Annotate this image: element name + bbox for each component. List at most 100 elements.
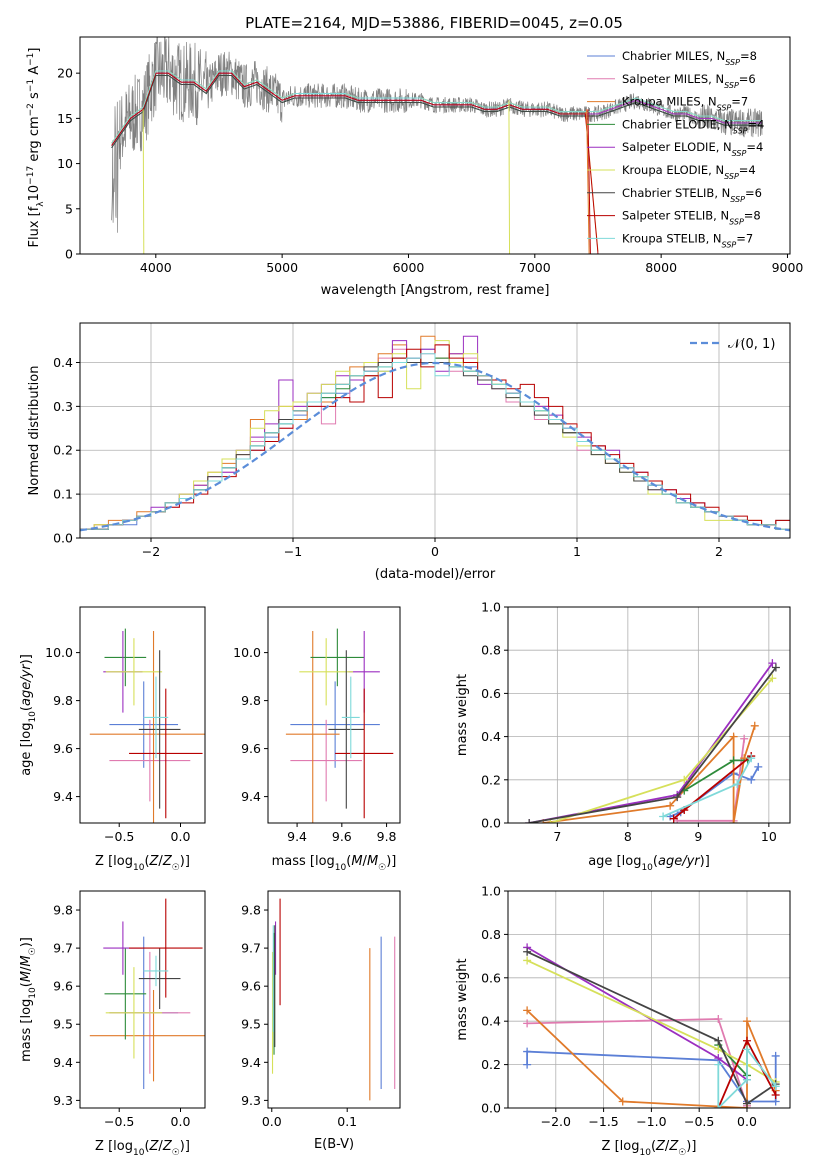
spectrum-panel: 4000 5000 6000 7000 8000 9000 0 5 10 15 20 waveleng…: [26, 36, 803, 298]
weight-marker: [618, 1097, 627, 1106]
legend-prefix: Salpeter STELIB, N: [622, 209, 729, 223]
x-tick-label: −0.5: [104, 1114, 134, 1129]
weight-marker: [742, 1017, 751, 1026]
plot-area: [525, 659, 780, 823]
weight-marker: [733, 780, 742, 789]
legend-entry: Chabrier STELIB, NSSP=6: [622, 186, 762, 204]
weight-marker: [747, 775, 756, 784]
weight-marker: [742, 1045, 751, 1054]
y-tick-label: 9.4: [241, 1055, 261, 1070]
x-tick-label: 0: [431, 544, 439, 559]
spectrum-drop-line: [586, 109, 590, 254]
plot-area: [89, 628, 205, 823]
y-tick-label: 1.0: [481, 600, 501, 615]
weight-marker: [742, 1099, 751, 1108]
x-axis-label: age [log10(age/yr)]: [588, 854, 710, 873]
x-axis-label: Z [log10(Z/Z☉)]: [95, 854, 190, 873]
y-axis-label: Normed distribution: [27, 366, 42, 496]
weight-marker: [523, 1019, 532, 1028]
x-tick-label: 6000: [393, 260, 425, 275]
y-tick-label: 0.2: [481, 1057, 501, 1072]
x-axis-label: Z [log10(Z/Z☉)]: [95, 1139, 190, 1158]
model-spectrum-line: [111, 74, 763, 149]
label-part: )]: [700, 854, 710, 869]
label-part: age [log: [19, 723, 34, 776]
y-tick-label: 9.8: [53, 903, 73, 918]
legend-prefix: Salpeter ELODIE, N: [622, 140, 732, 154]
plot-frame: [507, 606, 791, 824]
y-tick-label: 9.4: [241, 789, 261, 804]
label-part: −2: [26, 103, 36, 116]
weight-marker: [546, 819, 555, 823]
label-part: 10: [639, 1148, 651, 1158]
weight-marker: [666, 801, 675, 810]
x-tick-label: 5000: [266, 260, 298, 275]
y-tick-label: 1.0: [481, 884, 501, 899]
legend-sub: SSP: [729, 217, 744, 226]
label-part: mass [log: [19, 999, 34, 1062]
label-part: age [log: [588, 854, 641, 869]
plot-frame: [79, 890, 206, 1109]
observed-spectrum-line: [111, 37, 763, 233]
y-tick-label: 9.7: [53, 941, 73, 956]
plot-frame: [79, 606, 206, 824]
model-spectrum-line: [111, 72, 599, 254]
y-tick-label: 0.6: [481, 970, 501, 985]
label-part: M: [351, 854, 362, 869]
label-part: erg cm: [27, 116, 42, 165]
label-part: 10: [335, 863, 347, 873]
residual-histogram-panel: −2 −1 0 1 2 0.0 0.1 0.2 0.3 0.4 (data-model)/error…: [27, 322, 791, 582]
plot-frame: [267, 606, 401, 824]
x-axis-label: Z [log10(Z/Z☉)]: [602, 1139, 697, 1158]
legend-sub: SSP: [732, 149, 747, 158]
label-part: (: [19, 982, 34, 987]
weight-marker: [729, 819, 738, 823]
y-tick-label: 5: [65, 201, 73, 216]
legend-sub: SSP: [724, 80, 739, 89]
label-part: ]: [27, 48, 42, 53]
weight-line: [527, 1018, 748, 1107]
label-part: −17: [26, 166, 36, 185]
weight-marker: [768, 674, 777, 683]
weight-marker: [523, 1060, 532, 1069]
x-axis-label: wavelength [Angstrom, rest frame]: [321, 283, 550, 298]
label-part: (: [144, 1139, 149, 1154]
y-tick-label: 9.3: [53, 1093, 73, 1108]
weight-marker: [771, 663, 780, 672]
legend-suffix: =7: [736, 231, 753, 245]
y-axis-label: age [log10(age/yr)]: [19, 654, 38, 776]
x-tick-label: 4000: [140, 260, 172, 275]
weight-marker: [659, 812, 668, 821]
y-tick-label: 0: [65, 247, 73, 262]
weight-marker: [754, 762, 763, 771]
y-tick-label: 9.5: [241, 1017, 261, 1032]
x-tick-label: −0.5: [684, 1114, 714, 1129]
legend-suffix: =6: [745, 186, 762, 200]
y-tick-label: 10.0: [45, 645, 73, 660]
label-part: /: [158, 1139, 163, 1154]
y-axis-label: Flux [fλ10−17 erg cm−2 s−1 A−1]: [26, 48, 46, 248]
label-part: Z [log: [95, 1139, 133, 1154]
label-part: )]: [19, 937, 34, 947]
legend-suffix: =8: [744, 209, 761, 223]
x-tick-label: 8000: [645, 260, 677, 275]
legend-entry: Kroupa STELIB, NSSP=7: [622, 231, 753, 249]
legend-entry: Kroupa MILES, NSSP=7: [622, 95, 748, 113]
legend-suffix: =6: [739, 72, 756, 86]
model-spectrum-line: [111, 74, 763, 149]
weight-marker: [771, 1082, 780, 1091]
label-part: −1: [26, 53, 36, 66]
figure-title: PLATE=2164, MJD=53886, FIBERID=0045, z=0…: [245, 14, 623, 32]
y-tick-label: 0.1: [53, 487, 73, 502]
label-part: Z: [668, 1139, 679, 1154]
legend-entry: 𝒩(0, 1): [728, 337, 775, 352]
x-tick-label: 8: [624, 829, 632, 844]
label-part: 10: [28, 987, 38, 999]
legend-suffix: =8: [740, 49, 757, 63]
y-tick-label: 9.7: [241, 941, 261, 956]
legend-prefix: Chabrier MILES, N: [622, 49, 725, 63]
label-part: A: [27, 66, 42, 79]
label-part: )]: [180, 1139, 190, 1154]
x-tick-label: 9.8: [377, 829, 397, 844]
label-part: Z: [149, 854, 160, 869]
